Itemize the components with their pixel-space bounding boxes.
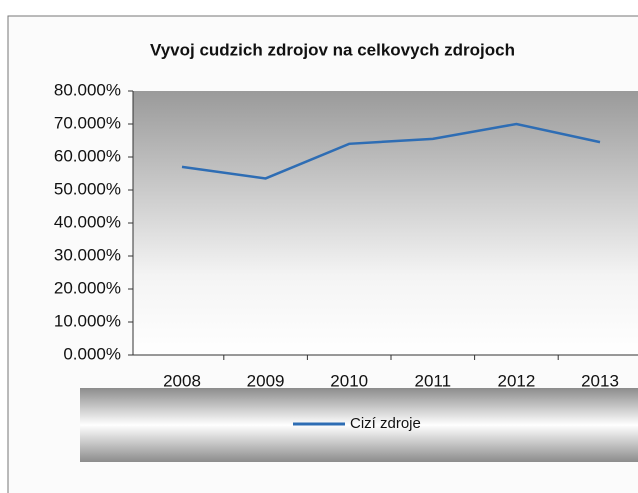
y-tick-label: 40.000% <box>54 212 121 231</box>
x-tick-label: 2009 <box>247 371 285 390</box>
y-tick-label: 10.000% <box>54 311 121 330</box>
y-tick-label: 0.000% <box>63 344 121 363</box>
y-tick-label: 20.000% <box>54 278 121 297</box>
x-tick-label: 2011 <box>415 371 452 390</box>
y-tick-label: 70.000% <box>54 113 121 132</box>
legend-label: Cizí zdroje <box>350 415 421 432</box>
x-tick-label: 2012 <box>497 371 535 390</box>
x-tick-label: 2013 <box>581 371 619 390</box>
y-tick-label: 50.000% <box>54 179 121 198</box>
y-tick-label: 80.000% <box>54 80 121 99</box>
legend-box <box>80 388 638 462</box>
chart-title: Vyvoj cudzich zdrojov na celkovych zdroj… <box>150 40 515 59</box>
y-tick-label: 30.000% <box>54 245 121 264</box>
data-line <box>181 122 601 180</box>
plot-area <box>133 91 638 355</box>
x-tick-label: 2008 <box>163 371 201 390</box>
y-tick-label: 60.000% <box>54 146 121 165</box>
x-tick-label: 2010 <box>330 371 368 390</box>
